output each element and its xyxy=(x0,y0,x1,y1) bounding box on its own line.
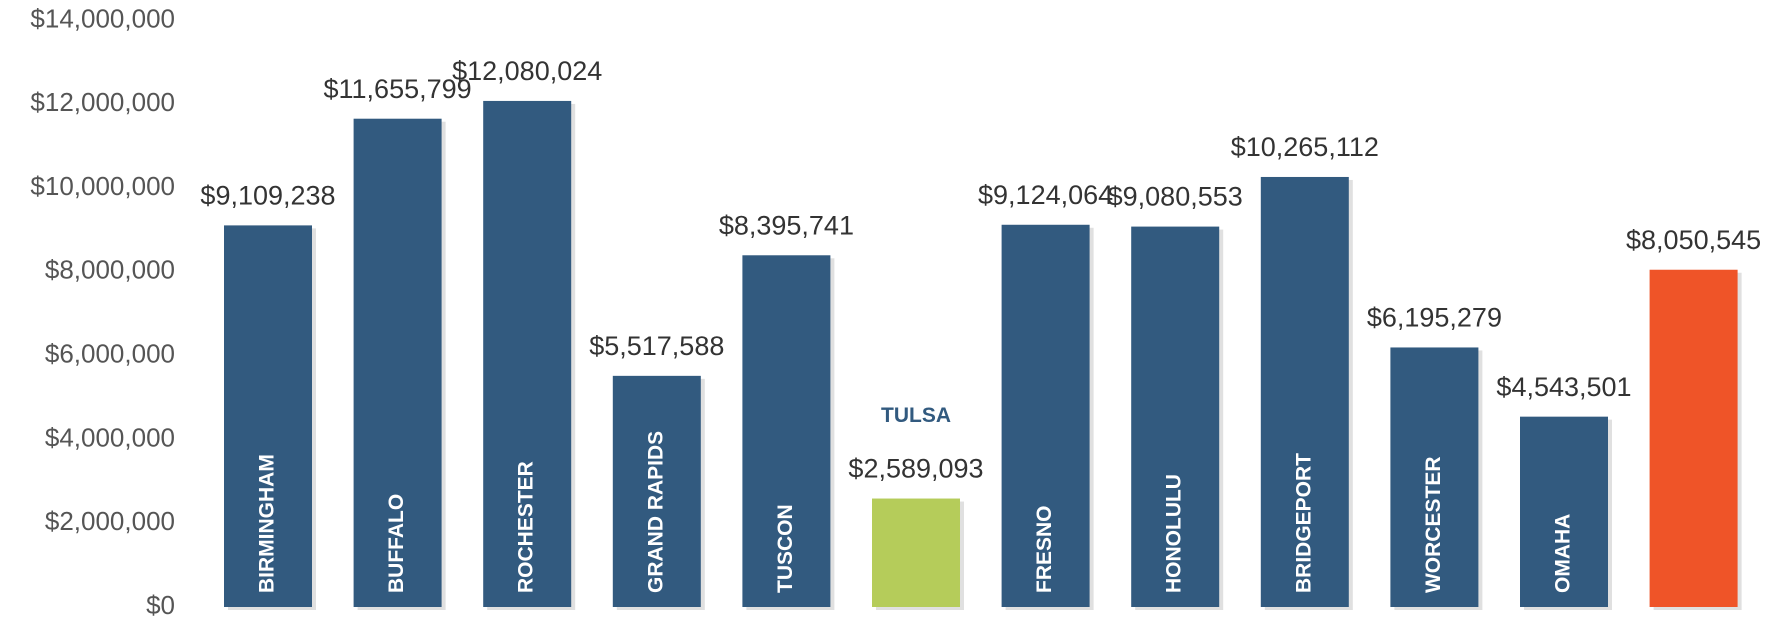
category-label: OMAHA xyxy=(1552,514,1575,593)
category-label: BIRMINGHAM xyxy=(256,454,279,593)
y-tick-label: $4,000,000 xyxy=(45,422,175,452)
value-label: $5,517,588 xyxy=(589,331,724,361)
value-label: $11,655,799 xyxy=(324,74,472,104)
category-label: TUSCON xyxy=(774,504,797,593)
y-tick-label: $8,000,000 xyxy=(45,255,175,285)
bar xyxy=(1649,269,1738,607)
value-label: $12,080,024 xyxy=(452,56,602,86)
category-label: WORCESTER xyxy=(1422,457,1445,594)
category-label: TULSA xyxy=(881,404,951,427)
category-label: BUFFALO xyxy=(385,494,408,593)
bar xyxy=(1260,176,1349,607)
value-label: $8,395,741 xyxy=(719,210,854,240)
category-label: HONOLULU xyxy=(1163,474,1186,593)
y-tick-label: $6,000,000 xyxy=(45,339,175,369)
value-label: $2,589,093 xyxy=(848,454,983,484)
y-tick-label: $2,000,000 xyxy=(45,506,175,536)
bar xyxy=(612,375,701,607)
bar xyxy=(1001,224,1090,607)
bar xyxy=(1520,416,1608,607)
y-tick-label: $0 xyxy=(146,590,175,619)
value-label: $6,195,279 xyxy=(1367,303,1502,333)
category-label: BRIDGEPORT xyxy=(1292,453,1315,593)
y-tick-label: $10,000,000 xyxy=(30,171,175,201)
bar xyxy=(1131,226,1220,607)
y-tick-label: $12,000,000 xyxy=(30,87,175,117)
bar xyxy=(224,225,312,607)
bar xyxy=(872,498,960,607)
bar xyxy=(483,100,572,607)
bar xyxy=(1390,347,1479,607)
category-label: ROCHESTER xyxy=(515,461,538,593)
value-label: $10,265,112 xyxy=(1231,132,1379,162)
value-label: $9,080,553 xyxy=(1108,182,1243,212)
value-label: $4,543,501 xyxy=(1496,372,1631,402)
category-label: FRESNO xyxy=(1033,505,1056,593)
bar xyxy=(742,255,831,607)
value-label: $8,050,545 xyxy=(1626,225,1761,255)
category-label: GRAND RAPIDS xyxy=(644,431,667,593)
y-tick-label: $14,000,000 xyxy=(30,3,175,33)
value-label: $9,109,238 xyxy=(200,181,335,211)
value-label: $9,124,064 xyxy=(978,180,1113,210)
bar xyxy=(353,118,442,608)
